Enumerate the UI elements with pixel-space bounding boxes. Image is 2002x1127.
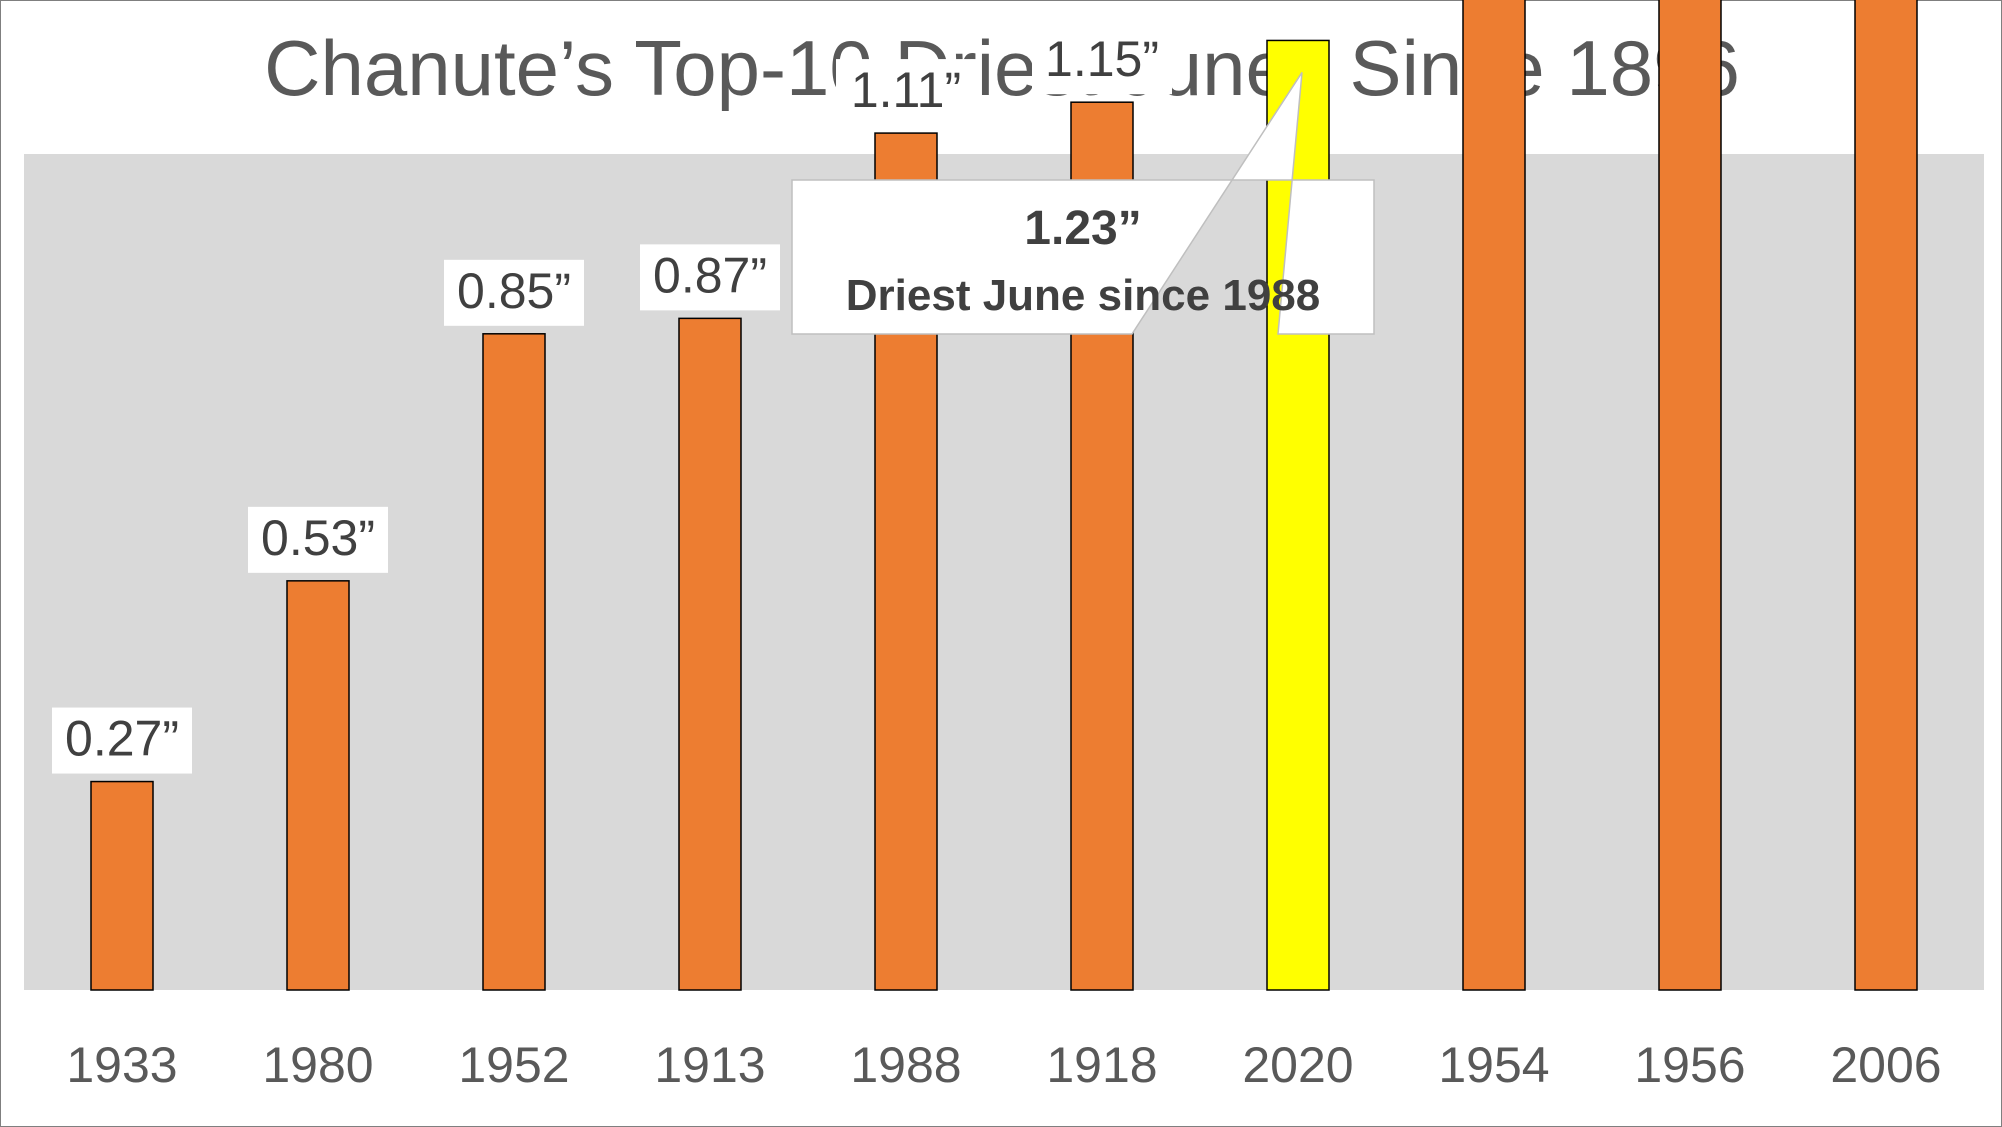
data-label-box-1952 [444,259,584,326]
data-label-1988: 1.11” [851,62,961,118]
data-label-1913: 0.87” [653,247,767,303]
data-labels-group: 0.27”0.53”0.85”0.87”1.11”1.15”1.55”1.66”… [52,28,1172,774]
callout-text: Driest June since 1988 [846,271,1320,320]
x-tick-label-1956: 1956 [1634,1037,1745,1093]
x-tick-label-2006: 2006 [1830,1037,1941,1093]
bar-1913 [678,317,742,991]
x-tick-label-1954: 1954 [1438,1037,1549,1093]
x-tick-label-1988: 1988 [850,1037,961,1093]
bar-1952 [482,333,546,991]
callout-value: 1.23” [1024,202,1141,255]
x-tick-label-1952: 1952 [458,1037,569,1093]
data-label-box-1988 [836,59,976,126]
data-label-1952: 0.85” [457,263,571,319]
bar-1954 [1462,0,1526,991]
x-tick-label-1918: 1918 [1046,1037,1157,1093]
data-label-box-1913 [640,244,780,311]
data-label-box-1980 [248,506,388,573]
bar-1933 [90,780,154,991]
bar-1956 [1658,0,1722,991]
data-label-box-1933 [52,707,192,774]
x-tick-label-2020: 2020 [1242,1037,1353,1093]
x-tick-label-1913: 1913 [654,1037,765,1093]
x-axis-ticks: 1933 1980 1952 1913 1988 1918 2020 1954 1956 2006 [66,1037,1941,1093]
data-label-1980: 0.53” [261,510,375,566]
x-tick-label-1933: 1933 [66,1037,177,1093]
callout: 1.23” Driest June since 1988 [791,72,1375,335]
x-tick-label-1980: 1980 [262,1037,373,1093]
data-label-1933: 0.27” [65,711,179,767]
bar-2006 [1854,0,1918,991]
callout-bubble [791,72,1375,335]
bar-1980 [286,580,350,991]
data-label-1918: 1.15” [1045,31,1159,87]
bars-group [90,0,1918,991]
data-label-box-1918 [1032,28,1172,95]
